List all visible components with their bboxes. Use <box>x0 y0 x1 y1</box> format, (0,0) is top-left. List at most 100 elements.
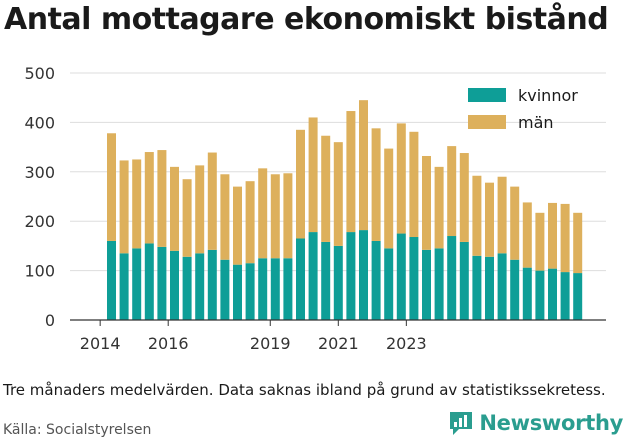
bar-kvinnor <box>510 259 520 320</box>
bar-kvinnor <box>472 255 482 320</box>
bar-kvinnor <box>107 240 116 320</box>
bar-kvinnor <box>321 241 331 320</box>
bar-man <box>447 146 457 237</box>
y-axis-ticks: 0 100 200 300 400 500 <box>24 64 55 330</box>
legend: kvinnor män <box>468 86 578 132</box>
y-tick-label: 400 <box>24 113 55 132</box>
bar-kvinnor <box>535 270 545 320</box>
x-tick-label: 2023 <box>386 334 427 353</box>
legend-swatch <box>468 88 506 102</box>
bar-man <box>233 186 242 265</box>
bar-kvinnor <box>283 258 293 320</box>
legend-swatch <box>468 115 506 129</box>
bar-man <box>333 142 343 246</box>
brand[interactable]: Newsworthy <box>448 410 623 436</box>
footnote: Tre månaders medelvärden. Data saknas ib… <box>3 381 606 399</box>
bar-man <box>573 212 583 274</box>
bar-kvinnor <box>359 230 368 320</box>
bar-man <box>119 160 129 254</box>
bar-man <box>182 179 192 257</box>
bar-man <box>308 117 318 233</box>
bar-kvinnor <box>258 258 268 320</box>
bar-man <box>359 100 368 231</box>
y-tick-label: 100 <box>24 262 55 281</box>
y-tick-label: 200 <box>24 212 55 231</box>
bar-kvinnor <box>270 258 280 320</box>
y-tick-label: 0 <box>45 311 55 330</box>
bar-kvinnor <box>434 248 444 320</box>
bar-kvinnor <box>157 246 167 320</box>
bar-kvinnor <box>409 237 419 320</box>
stacked-bar-chart: 0 100 200 300 400 500 2014 2016 2019 2021 2023 kv… <box>24 64 606 353</box>
bar-kvinnor <box>522 267 532 320</box>
bar-kvinnor <box>548 268 557 320</box>
brand-name: Newsworthy <box>479 411 623 435</box>
bar-kvinnor <box>132 248 142 320</box>
source-label: Källa: Socialstyrelsen <box>3 422 152 438</box>
bar-man <box>270 174 280 259</box>
bar-man <box>522 202 532 268</box>
bar-man <box>258 168 268 259</box>
bar-kvinnor <box>573 273 583 320</box>
bar-man <box>207 152 217 250</box>
y-tick-label: 300 <box>24 163 55 182</box>
bar-man <box>472 175 482 256</box>
x-tick-label: 2019 <box>250 334 291 353</box>
bar-man <box>409 131 419 238</box>
newsworthy-logo-icon <box>450 412 473 435</box>
bar-man <box>371 128 381 241</box>
bar-man <box>384 148 394 249</box>
bar-kvinnor <box>371 240 381 320</box>
bar-man <box>321 135 331 242</box>
bar-kvinnor <box>195 253 205 320</box>
bar-man <box>535 212 545 271</box>
x-tick-label: 2021 <box>318 334 359 353</box>
bar-man <box>283 173 293 259</box>
bar-kvinnor <box>422 249 431 320</box>
bar-kvinnor <box>346 232 356 320</box>
bar-kvinnor <box>485 256 494 320</box>
legend-label: kvinnor <box>518 86 578 105</box>
bar-man <box>422 155 431 250</box>
bar-man <box>195 165 205 254</box>
bar-man <box>434 166 444 249</box>
legend-label: män <box>518 113 554 132</box>
bar-kvinnor <box>207 249 217 320</box>
x-axis: 2014 2016 2019 2021 2023 <box>70 319 606 353</box>
bar-man <box>170 166 179 251</box>
bar-kvinnor <box>384 248 394 320</box>
bar-man <box>107 133 116 241</box>
bar-man <box>485 182 494 257</box>
bar-man <box>157 150 167 247</box>
bar-kvinnor <box>144 243 154 320</box>
bar-kvinnor <box>182 256 192 320</box>
bar-man <box>132 159 142 249</box>
bar-kvinnor <box>296 238 305 320</box>
bar-kvinnor <box>447 236 457 320</box>
bar-kvinnor <box>119 253 129 320</box>
bar-man <box>245 181 255 264</box>
x-tick-label: 2016 <box>148 334 189 353</box>
bar-man <box>548 202 557 269</box>
bar-kvinnor <box>459 241 469 320</box>
y-tick-label: 500 <box>24 64 55 83</box>
bar-kvinnor <box>170 250 179 320</box>
bar-man <box>459 153 469 242</box>
bar-kvinnor <box>220 259 230 320</box>
bar-kvinnor <box>308 232 318 320</box>
bar-kvinnor <box>333 245 343 320</box>
bar-man <box>396 123 406 234</box>
bar-kvinnor <box>560 272 570 320</box>
bar-kvinnor <box>396 233 406 320</box>
bar-kvinnor <box>245 263 255 320</box>
bar-man <box>560 203 570 273</box>
bar-man <box>497 176 507 254</box>
bar-man <box>220 174 230 260</box>
bar-kvinnor <box>233 264 242 320</box>
bar-man <box>144 152 154 244</box>
bar-kvinnor <box>497 253 507 320</box>
x-tick-label: 2014 <box>80 334 121 353</box>
bar-man <box>296 129 305 239</box>
bar-man <box>346 111 356 233</box>
chart-title: Antal mottagare ekonomiskt bistånd <box>4 2 609 37</box>
